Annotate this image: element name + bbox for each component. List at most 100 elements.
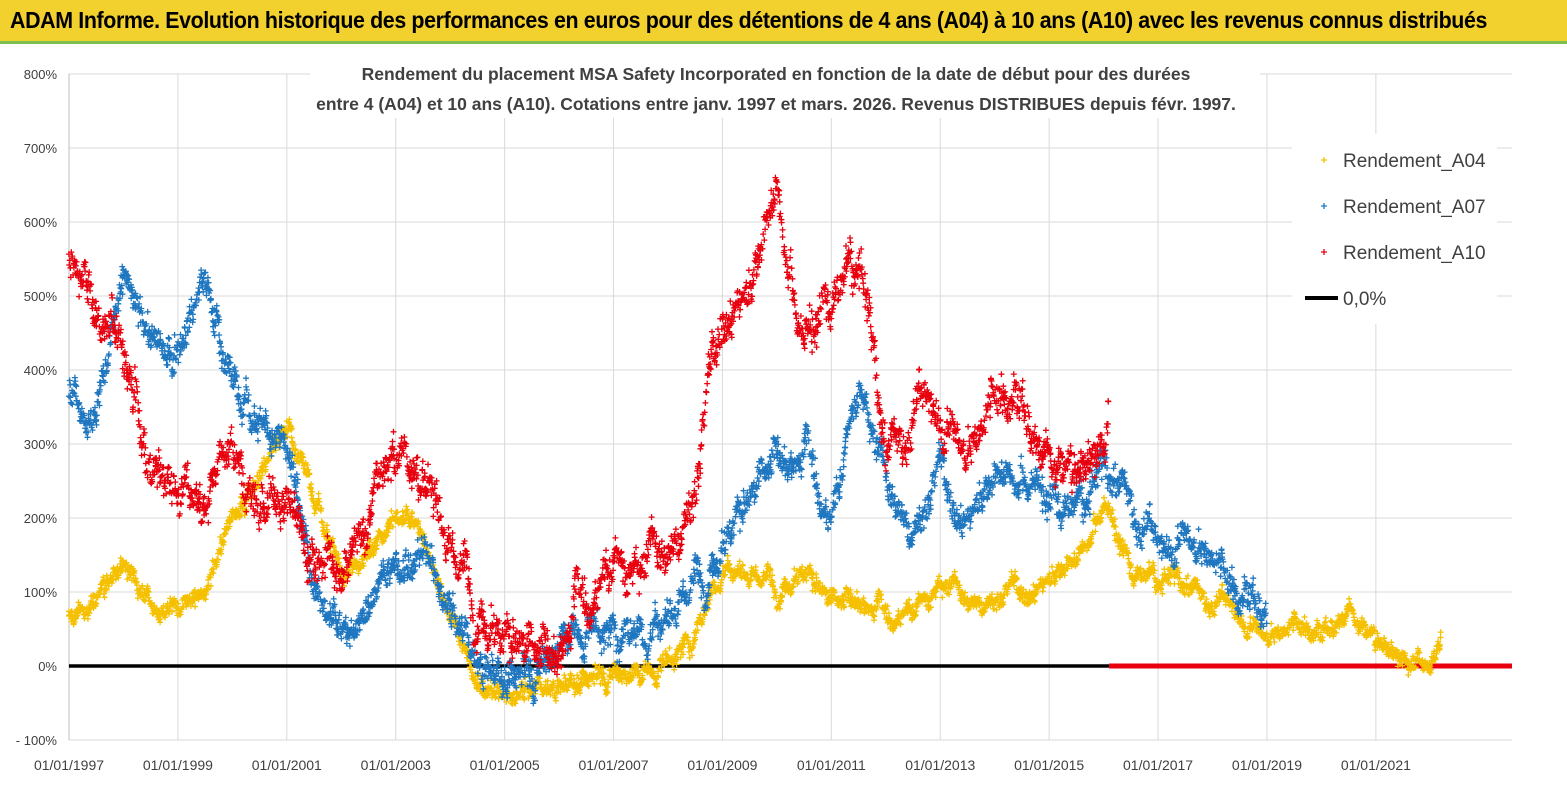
data-point — [1212, 612, 1218, 618]
data-point — [251, 403, 257, 409]
data-point — [1302, 614, 1308, 620]
data-point — [495, 659, 501, 665]
data-point — [263, 408, 269, 414]
data-point — [166, 335, 172, 341]
x-tick-label: 01/01/1999 — [143, 757, 213, 773]
data-point — [67, 382, 73, 388]
data-point — [172, 332, 178, 338]
data-point — [243, 384, 249, 390]
data-point — [854, 589, 860, 595]
data-point — [561, 672, 567, 678]
x-tick-label: 01/01/2011 — [797, 757, 866, 773]
data-point — [1049, 564, 1055, 570]
data-point — [782, 576, 788, 582]
y-tick-label: 300% — [24, 437, 58, 452]
data-point — [72, 375, 78, 381]
data-point — [72, 382, 78, 388]
data-point — [1247, 614, 1253, 620]
x-tick-label: 01/01/2019 — [1232, 757, 1302, 773]
y-tick-label: 400% — [24, 363, 58, 378]
data-point — [1323, 615, 1329, 621]
data-point — [416, 562, 422, 568]
data-point — [450, 591, 456, 597]
data-point — [255, 438, 261, 444]
data-point — [680, 578, 686, 584]
data-point — [218, 344, 224, 350]
data-point — [620, 626, 626, 632]
data-point — [316, 491, 322, 497]
data-point — [583, 629, 589, 635]
data-point — [664, 597, 670, 603]
data-point — [1438, 629, 1444, 635]
y-axis-ticks: - 100% 0% 100% 200% 300% 400% 500% 600% 700% 800% — [16, 67, 58, 748]
data-point — [165, 362, 171, 368]
data-point — [1125, 556, 1131, 562]
x-tick-label: 01/01/2013 — [905, 757, 975, 773]
header-banner: ADAM Informe. Evolution historique des p… — [0, 0, 1567, 44]
x-axis-ticks: 01/01/1997 01/01/1999 01/01/2001 01/01/2003… — [34, 757, 1411, 773]
data-point — [243, 375, 249, 381]
page-title: ADAM Informe. Evolution historique des p… — [10, 7, 1487, 34]
data-point — [667, 645, 673, 651]
data-point — [308, 481, 314, 487]
data-point — [343, 615, 349, 621]
data-point — [239, 421, 245, 427]
data-point — [236, 385, 242, 391]
data-point — [216, 332, 222, 338]
series-a04-points — [66, 416, 1444, 707]
data-point — [393, 550, 399, 556]
y-tick-label: 0% — [38, 659, 57, 674]
x-tick-label: 01/01/2007 — [578, 757, 648, 773]
x-tick-label: 01/01/2009 — [687, 757, 757, 773]
chart-area: - 100% 0% 100% 200% 300% 400% 500% 600% 700% 800%… — [0, 44, 1567, 790]
data-point — [66, 393, 72, 399]
data-point — [102, 594, 108, 600]
performance-chart: - 100% 0% 100% 200% 300% 400% 500% 600% 700% 800%… — [0, 44, 1567, 790]
data-point — [184, 318, 190, 324]
x-tick-label: 01/01/2003 — [361, 757, 431, 773]
data-point — [367, 610, 373, 616]
data-point — [1101, 495, 1107, 501]
data-point — [606, 635, 612, 641]
data-point — [813, 571, 819, 577]
data-point — [1271, 639, 1277, 645]
data-point — [348, 618, 354, 624]
data-point — [211, 329, 217, 335]
data-point — [574, 672, 580, 678]
data-point — [188, 296, 194, 302]
data-point — [1012, 569, 1018, 575]
data-point — [145, 309, 151, 315]
data-point — [331, 596, 337, 602]
data-point — [1346, 596, 1352, 602]
data-point — [553, 698, 559, 704]
data-point — [85, 434, 91, 440]
data-point — [633, 642, 639, 648]
data-point — [483, 655, 489, 661]
x-tick-label: 01/01/1997 — [34, 757, 104, 773]
y-tick-label: 200% — [24, 511, 58, 526]
data-point — [288, 473, 294, 479]
x-tick-label: 01/01/2001 — [252, 757, 322, 773]
data-point — [861, 595, 867, 601]
data-point — [1351, 614, 1357, 620]
x-tick-label: 01/01/2015 — [1014, 757, 1084, 773]
y-tick-label: 600% — [24, 215, 58, 230]
x-tick-label: 01/01/2017 — [1123, 757, 1193, 773]
x-tick-label: 01/01/2021 — [1341, 757, 1411, 773]
data-point — [652, 600, 658, 606]
y-tick-label: 500% — [24, 289, 58, 304]
y-tick-label: 700% — [24, 141, 58, 156]
data-point — [119, 264, 125, 270]
y-tick-label: 800% — [24, 67, 58, 82]
data-point — [257, 405, 263, 411]
data-point — [166, 336, 172, 342]
x-tick-label: 01/01/2005 — [470, 757, 540, 773]
data-point — [196, 285, 202, 291]
data-point — [205, 275, 211, 281]
data-point — [208, 297, 214, 303]
y-tick-label: 100% — [24, 585, 58, 600]
data-point — [680, 584, 686, 590]
data-point — [489, 652, 495, 658]
data-point — [691, 566, 697, 572]
y-tick-label: - 100% — [16, 733, 58, 748]
